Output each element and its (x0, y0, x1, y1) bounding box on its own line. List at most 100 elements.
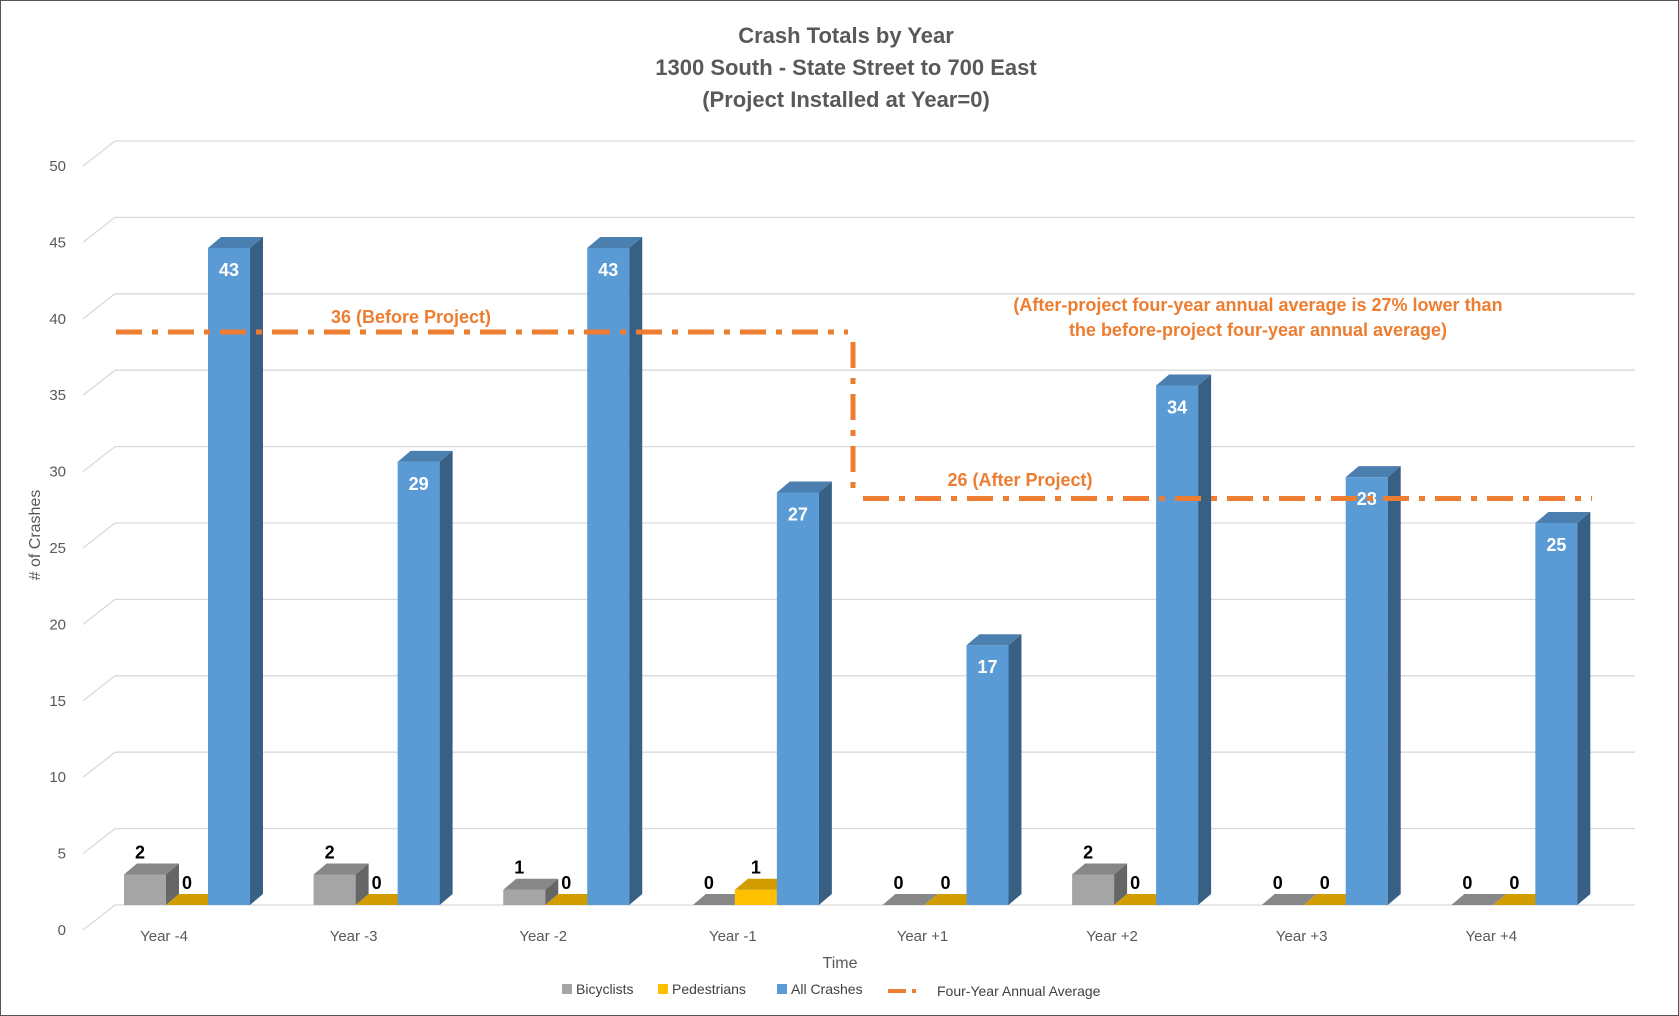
x-axis-ticks: Year -4 Year -3 Year -2 Year -1 Year +1 Year … (140, 928, 1517, 945)
bar: 25 (1535, 512, 1591, 905)
y-axis-title: # of Crashes (27, 490, 44, 581)
bar: 1 (503, 858, 559, 905)
bar-top (1345, 466, 1401, 478)
bar-side (166, 863, 179, 905)
bar: 43 (208, 236, 263, 905)
bar-top (355, 894, 411, 905)
gridline (82, 675, 1635, 702)
legend-swatch-pedestrians (658, 984, 668, 994)
y-tick-label: 35 (49, 387, 66, 404)
bar: 0 (692, 873, 748, 905)
bar-value-label: 2 (325, 842, 335, 862)
bar-top (882, 894, 938, 905)
bar-value-label: 17 (977, 657, 997, 677)
bar-value-label: 43 (598, 260, 618, 280)
bar-top (1072, 863, 1128, 875)
x-tick-label: Year +3 (1276, 928, 1328, 945)
bar-value-label: 0 (372, 873, 382, 893)
bar-top (313, 863, 369, 875)
bar-value-label: 0 (182, 873, 192, 893)
bar-top (1156, 374, 1212, 386)
bar: 29 (397, 450, 453, 905)
legend-swatch-bicyclists (562, 984, 572, 994)
x-tick-label: Year -2 (519, 928, 567, 945)
bar-front (208, 247, 250, 905)
bar-top (924, 894, 980, 905)
bar-value-label: 1 (751, 858, 761, 878)
bar-top (208, 236, 263, 248)
bar-top (124, 863, 179, 875)
bar-value-label: 0 (1130, 873, 1140, 893)
gridline (82, 216, 1635, 243)
bar-value-label: 0 (1509, 873, 1519, 893)
after-average-label: 26 (After Project) (947, 470, 1092, 490)
bar-side (1577, 512, 1591, 905)
bar-top (692, 894, 748, 905)
bar: 0 (545, 873, 601, 905)
chart-title-line-1: Crash Totals by Year (738, 23, 954, 48)
bar-side (545, 878, 559, 905)
average-line (116, 329, 1592, 502)
bar-top (503, 878, 559, 890)
bar-top (545, 894, 601, 905)
legend-label-average: Four-Year Annual Average (937, 983, 1101, 999)
bar-front (587, 247, 630, 905)
bar-value-label: 34 (1167, 397, 1187, 417)
y-tick-label: 45 (49, 234, 66, 251)
bar-value-label: 43 (219, 260, 239, 280)
bar: 43 (587, 236, 643, 905)
bar-top (1114, 894, 1170, 905)
bar: 28 (1345, 466, 1401, 905)
bar-front (1345, 477, 1388, 905)
bar-side (1387, 466, 1401, 905)
bar-top (966, 634, 1022, 646)
bar-top (1451, 894, 1507, 905)
bar: 2 (313, 842, 369, 905)
bar-top (397, 450, 453, 462)
gridline (82, 140, 1635, 167)
comparison-annotation-line-1: (After-project four-year annual average … (1013, 295, 1502, 315)
x-tick-label: Year +2 (1086, 928, 1138, 945)
chart-title-line-3: (Project Installed at Year=0) (702, 87, 990, 112)
bar: 0 (1114, 873, 1170, 905)
bar: 2 (124, 842, 179, 905)
before-average-label: 36 (Before Project) (331, 307, 491, 327)
gridline (82, 369, 1635, 396)
y-axis-ticks: 0 5 10 15 20 25 30 35 40 45 50 (49, 158, 66, 939)
y-tick-label: 40 (49, 311, 66, 328)
bar-side (355, 863, 369, 905)
bar: 27 (776, 481, 832, 905)
bar-value-label: 0 (1462, 873, 1472, 893)
bar-front (776, 492, 819, 905)
x-tick-label: Year -1 (709, 928, 757, 945)
y-tick-label: 20 (49, 616, 66, 633)
gridline (82, 445, 1635, 473)
bar-side (1008, 634, 1022, 905)
bar-value-label: 0 (561, 873, 571, 893)
bar-top (1535, 512, 1591, 523)
y-tick-label: 30 (49, 464, 66, 481)
bar-top (587, 236, 643, 248)
bar: 0 (1303, 873, 1359, 905)
y-tick-label: 10 (49, 769, 66, 786)
gridline (82, 293, 1635, 320)
bar-side (1198, 374, 1212, 906)
x-tick-label: Year -3 (330, 928, 378, 945)
bar-top (734, 878, 790, 890)
bar-value-label: 29 (409, 474, 429, 494)
bar-front (313, 874, 356, 905)
bar-top (166, 894, 221, 905)
bar-front (1535, 523, 1578, 905)
x-tick-label: Year +4 (1466, 928, 1518, 945)
bar-front (734, 889, 777, 905)
bar-value-label: 27 (788, 504, 808, 524)
bar: 2 (1072, 842, 1128, 905)
bar-side (1114, 863, 1128, 905)
bar-value-label: 28 (1357, 489, 1377, 509)
bar-side (818, 481, 832, 905)
bar-side (439, 450, 453, 905)
bar: 0 (1493, 873, 1549, 905)
y-tick-label: 15 (49, 693, 66, 710)
bar-side (250, 236, 263, 905)
